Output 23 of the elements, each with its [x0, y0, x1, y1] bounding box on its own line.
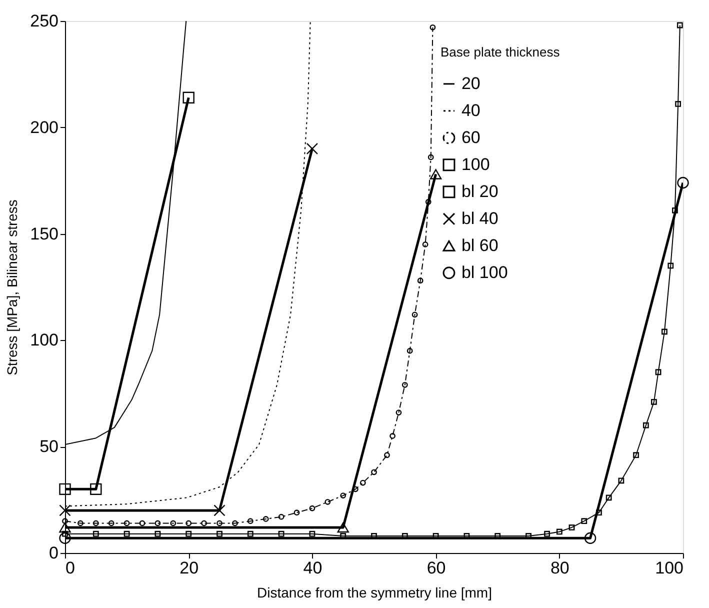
y-tick-label: 100	[30, 330, 58, 350]
legend-title: Base plate thickness	[440, 44, 560, 60]
y-axis-title: Stress [MPa], Bilinear stress	[4, 200, 20, 376]
x-tick-label: 40	[303, 558, 322, 578]
x-tick-label: 80	[550, 558, 570, 578]
legend-label: bl 20	[461, 182, 498, 201]
legend-label: 100	[461, 154, 490, 174]
y-tick-label: 250	[30, 12, 58, 30]
x-tick-label: 100	[655, 558, 684, 578]
y-tick-label: 50	[40, 437, 58, 456]
x-tick-label: 60	[426, 558, 446, 578]
legend-label: bl 60	[461, 236, 498, 255]
legend-label: 60	[461, 128, 480, 147]
x-tick-label: 0	[66, 558, 75, 578]
legend-label: bl 40	[461, 208, 498, 228]
legend-label: bl 100	[461, 262, 508, 282]
y-tick-label: 0	[49, 544, 58, 562]
y-tick-label: 150	[30, 224, 58, 244]
x-tick-label: 20	[180, 558, 199, 578]
x-axis-title: Distance from the symmetry line [mm]	[257, 584, 492, 600]
legend-label: 40	[461, 100, 480, 120]
legend-label: 20	[461, 74, 480, 93]
y-tick-label: 200	[30, 118, 58, 137]
